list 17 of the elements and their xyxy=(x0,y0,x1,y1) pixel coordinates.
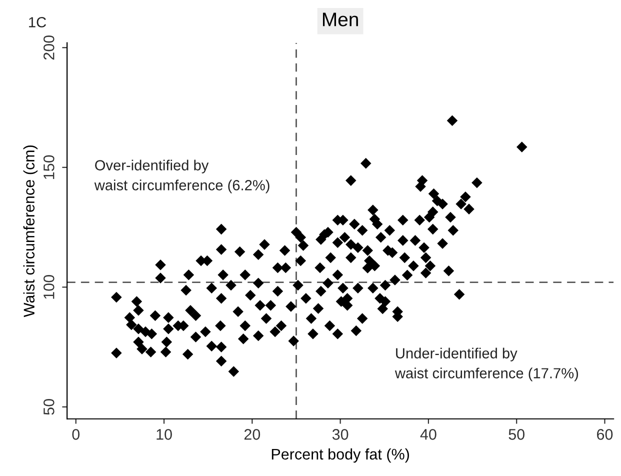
annotation: Under-identified by waist circumference (17.7%) xyxy=(394,348,578,382)
y-tick-label: 150 xyxy=(44,155,54,179)
x-tick-label: 0 xyxy=(72,429,80,440)
annotation: Over-identified by waist circumference (6.2%) xyxy=(94,160,270,194)
x-tick-label: 40 xyxy=(420,429,436,440)
x-tick-label: 10 xyxy=(156,429,172,440)
y-tick-label: 50 xyxy=(44,399,54,415)
y-axis-title: Waist circumference (cm) xyxy=(23,146,38,318)
y-tick-label: 200 xyxy=(44,35,54,60)
chart-title: Men xyxy=(322,12,358,26)
text: 1C xyxy=(29,17,46,28)
x-tick-label: 30 xyxy=(332,429,348,440)
x-tick-label: 60 xyxy=(597,429,613,440)
x-tick-label: 20 xyxy=(244,429,260,440)
y-tick-label: 100 xyxy=(44,274,54,299)
x-axis-title: Percent body fat (%) xyxy=(272,448,409,463)
x-tick-label: 50 xyxy=(508,429,524,440)
